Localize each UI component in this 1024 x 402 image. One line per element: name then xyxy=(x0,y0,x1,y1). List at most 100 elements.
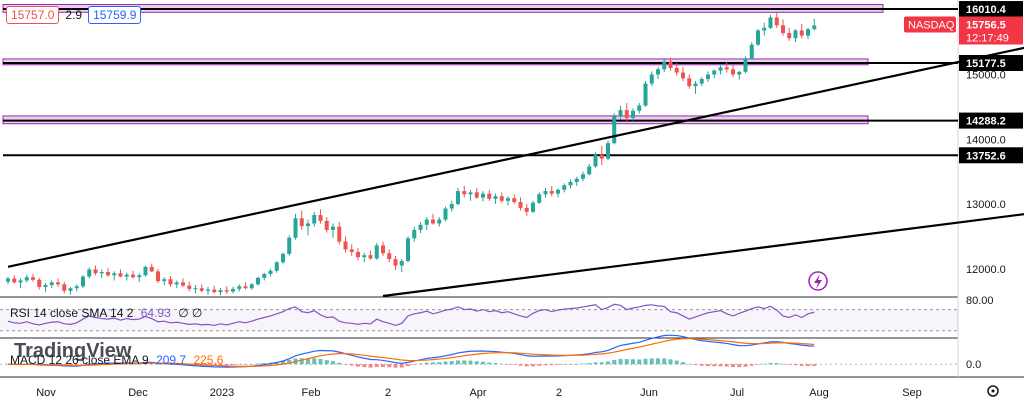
macd-histogram-bar xyxy=(87,363,92,365)
candle-body xyxy=(299,218,304,227)
candle-body xyxy=(231,288,235,292)
level-label-bg xyxy=(959,54,1023,71)
candle-body xyxy=(174,282,179,285)
macd-histogram-bar xyxy=(606,361,610,365)
candle-body xyxy=(62,284,67,291)
candle-body xyxy=(12,278,17,283)
rsi-legend[interactable]: RSI 14 close SMA 14 2 64.93 ∅ ∅ xyxy=(10,306,202,320)
macd-histogram-bar xyxy=(443,361,448,365)
macd-histogram-bar xyxy=(249,364,254,365)
candle-body xyxy=(368,255,373,259)
candle-body xyxy=(168,279,173,285)
macd-histogram-bar xyxy=(81,364,85,365)
symbol-badge: NASDAQ xyxy=(908,19,955,31)
macd-histogram-bar xyxy=(531,364,535,367)
candle-body xyxy=(762,27,767,31)
candle-body xyxy=(393,259,398,266)
macd-histogram-bar xyxy=(356,364,360,367)
macd-histogram-bar xyxy=(549,364,554,366)
candle-body xyxy=(431,219,435,224)
macd-histogram-bar xyxy=(593,362,598,365)
macd-value-2: 225.6 xyxy=(193,353,224,367)
candle-body xyxy=(49,282,54,285)
candle-body xyxy=(587,166,592,175)
ask-price[interactable]: 15759.9 xyxy=(88,6,142,24)
bid-price[interactable]: 15757.0 xyxy=(6,6,60,24)
candle-body xyxy=(643,83,648,106)
price-zone xyxy=(2,58,869,66)
candle-body xyxy=(256,277,260,285)
macd-histogram-bar xyxy=(706,364,710,367)
candle-body xyxy=(562,185,567,190)
candle-body xyxy=(493,196,498,199)
macd-value-1: 209.7 xyxy=(156,353,187,367)
macd-histogram-bar xyxy=(568,364,573,365)
candle-body xyxy=(812,25,817,30)
macd-histogram-bar xyxy=(487,362,492,365)
candle-body xyxy=(106,272,110,276)
candle-body xyxy=(224,290,229,292)
candle-body xyxy=(93,269,98,274)
candle-body xyxy=(124,274,129,277)
macd-histogram-bar xyxy=(406,364,410,367)
x-tick-label: 2 xyxy=(556,387,562,399)
macd-histogram-bar xyxy=(624,359,629,365)
x-tick-label: Apr xyxy=(469,387,486,399)
macd-histogram-bar xyxy=(718,364,723,367)
macd-histogram-bar xyxy=(224,364,229,366)
macd-zero-label: 0.0 xyxy=(966,359,981,371)
macd-histogram-bar xyxy=(343,364,348,365)
candle-body xyxy=(793,30,798,39)
candle-body xyxy=(437,219,442,224)
macd-histogram-bar xyxy=(437,362,442,365)
tradingview-logo: TradingView xyxy=(14,340,132,362)
countdown-label: 12:17:49 xyxy=(966,32,1009,44)
bid-ask-legend: 15757.0 2.9 15759.9 xyxy=(6,6,142,24)
macd-histogram-bar xyxy=(349,364,354,366)
candle-body xyxy=(618,110,623,117)
candle-body xyxy=(274,262,279,271)
candle-body xyxy=(74,286,79,289)
macd-histogram-bar xyxy=(668,359,673,365)
macd-histogram-bar xyxy=(362,364,367,368)
candle-body xyxy=(131,274,135,278)
macd-legend[interactable]: MACD 12 26 close EMA 9 209.7 225.6 xyxy=(10,353,223,367)
macd-histogram-bar xyxy=(218,364,223,366)
candle-body xyxy=(712,70,717,75)
macd-histogram-bar xyxy=(287,359,292,365)
rsi-band xyxy=(0,309,958,331)
candle-body xyxy=(687,78,692,87)
macd-histogram-bar xyxy=(306,358,310,365)
macd-histogram-bar xyxy=(674,360,679,365)
macd-histogram-bar xyxy=(562,364,567,365)
macd-histogram-bar xyxy=(506,364,510,365)
level-label-bg xyxy=(959,112,1023,129)
y-tick-label: 14000.0 xyxy=(966,134,1006,146)
macd-histogram-bar xyxy=(412,364,417,365)
macd-histogram-bar xyxy=(462,360,467,365)
candle-body xyxy=(356,251,360,258)
candle-body xyxy=(674,68,679,73)
candle-body xyxy=(487,193,492,199)
macd-histogram-bar xyxy=(631,359,635,365)
candle-body xyxy=(549,191,554,194)
signal-line xyxy=(7,337,815,367)
candle-body xyxy=(87,269,92,277)
candle-body xyxy=(599,154,604,159)
settings-icon[interactable] xyxy=(987,385,999,397)
candle-body xyxy=(181,282,185,286)
x-tick-label: Jun xyxy=(640,387,658,399)
candle-body xyxy=(237,286,242,289)
macd-histogram-bar xyxy=(424,362,429,365)
candle-body xyxy=(474,192,479,198)
x-tick-label: Feb xyxy=(302,387,321,399)
candle-body xyxy=(156,271,160,282)
macd-histogram-bar xyxy=(481,361,485,365)
trendlines xyxy=(7,46,1024,298)
candle-body xyxy=(749,44,754,59)
candle-body xyxy=(699,79,704,84)
lightning-icon[interactable] xyxy=(808,271,828,291)
candle-body xyxy=(731,69,735,75)
candle-body xyxy=(343,241,348,250)
